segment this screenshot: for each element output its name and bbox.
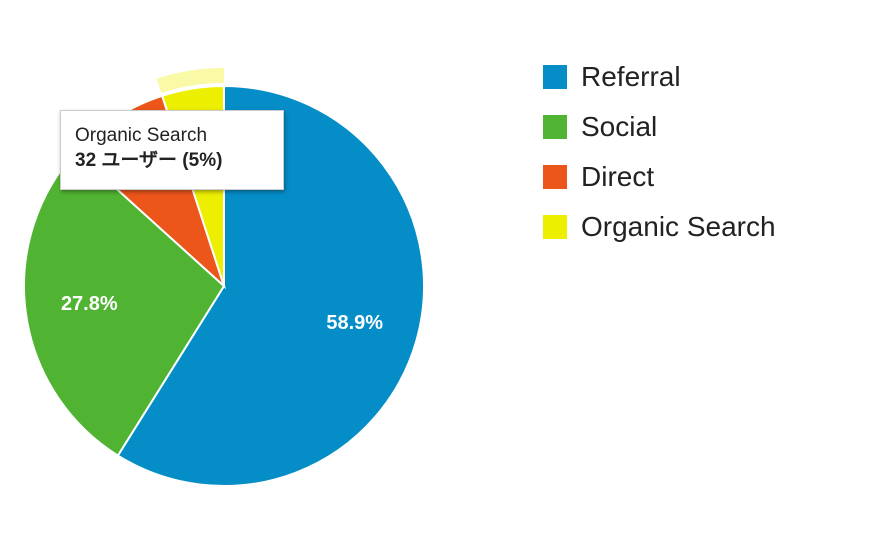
slice-label-referral: 58.9% — [326, 312, 383, 334]
chart-tooltip: Organic Search 32 ユーザー (5%) — [60, 110, 284, 190]
legend-item-organic-search[interactable]: Organic Search — [543, 202, 776, 252]
tooltip-value: 32 ユーザー (5%) — [75, 150, 223, 171]
pie-slice-social[interactable] — [23, 150, 226, 457]
chart-legend: Referral Social Direct Organic Search — [543, 52, 776, 252]
legend-swatch-direct — [543, 165, 567, 189]
legend-label-social: Social — [581, 111, 658, 142]
slice-label-social: 27.8% — [61, 293, 118, 315]
legend-swatch-social — [543, 115, 567, 139]
legend-swatch-referral — [543, 65, 567, 89]
tooltip-series-name: Organic Search — [75, 125, 208, 146]
legend-label-referral: Referral — [581, 61, 681, 92]
pie-slice-highlight-organic-search — [156, 68, 224, 93]
legend-label-direct: Direct — [581, 161, 655, 192]
legend-label-organic-search: Organic Search — [581, 211, 776, 242]
legend-item-social[interactable]: Social — [543, 102, 776, 152]
pie-slice-referral[interactable] — [116, 84, 425, 487]
legend-swatch-organic-search — [543, 215, 567, 239]
legend-item-referral[interactable]: Referral — [543, 52, 776, 102]
legend-item-direct[interactable]: Direct — [543, 152, 776, 202]
